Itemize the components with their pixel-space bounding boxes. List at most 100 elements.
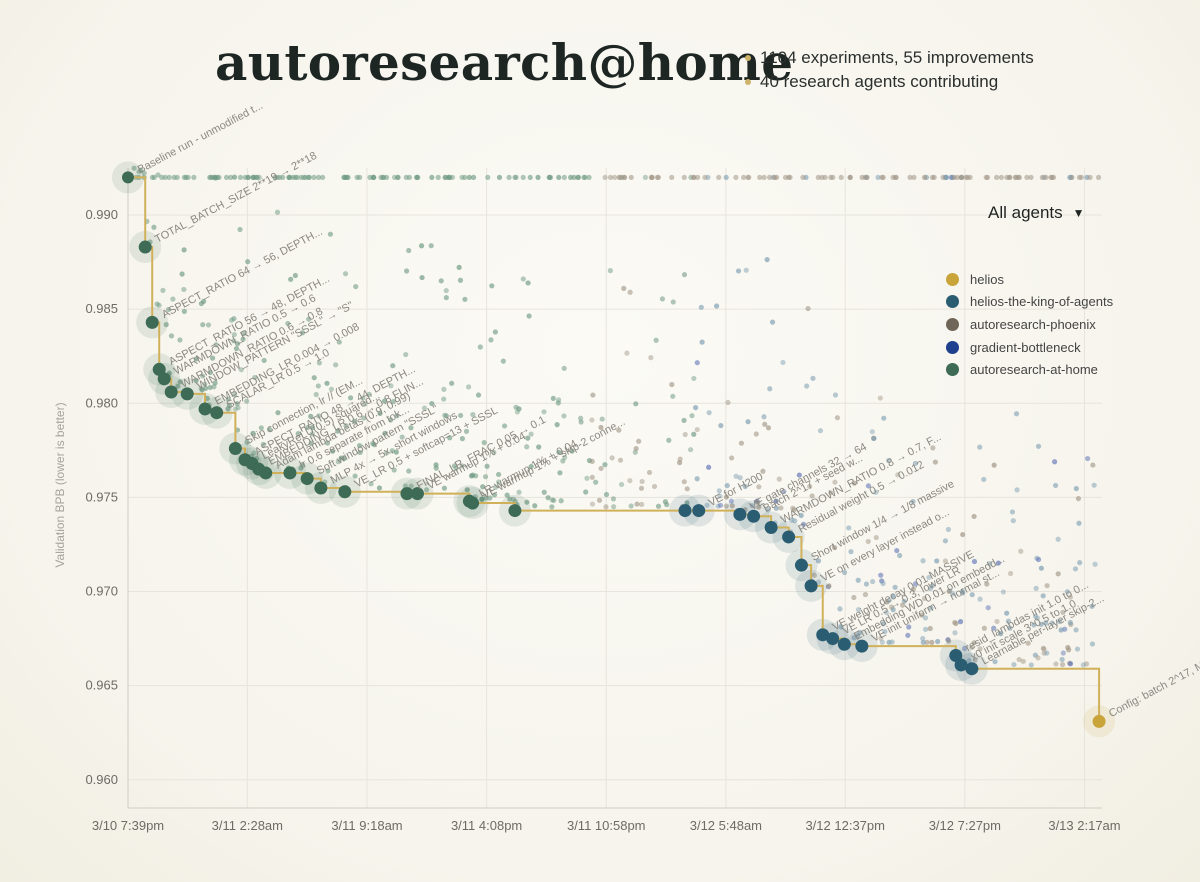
experiment-point <box>969 592 975 598</box>
experiment-point <box>205 322 212 328</box>
experiment-point <box>684 486 690 492</box>
experiment-point <box>655 174 662 181</box>
experiment-point <box>207 369 214 376</box>
experiment-point <box>136 169 142 175</box>
experiment-point <box>981 476 987 483</box>
experiment-point <box>390 399 396 405</box>
experiment-point <box>957 619 964 625</box>
experiment-point <box>299 462 306 468</box>
experiment-point <box>193 356 200 362</box>
improvement-point <box>164 385 178 399</box>
agent-filter-dropdown[interactable]: All agents ▼ <box>980 200 1093 226</box>
improvement-label: TOTAL_BATCH_SIZE 2**19 → 2**18 <box>153 150 319 246</box>
experiment-point <box>1018 548 1024 554</box>
legend: helios helios-the-king-of-agents autoresea… <box>946 268 1113 381</box>
experiment-point <box>851 635 857 641</box>
experiment-point <box>292 272 298 279</box>
experiment-point <box>1043 174 1049 181</box>
experiment-point <box>987 561 993 567</box>
experiment-point <box>382 398 388 404</box>
experiment-point <box>1038 621 1044 627</box>
experiment-point <box>694 426 700 433</box>
experiment-point <box>920 558 926 564</box>
stat-agents: 40 research agents contributing <box>745 70 1034 94</box>
legend-item-helios-the-king-of-agents[interactable]: helios-the-king-of-agents <box>946 291 1113 314</box>
experiment-point <box>838 624 844 630</box>
legend-item-helios[interactable]: helios <box>946 268 1113 291</box>
experiment-point <box>428 243 434 249</box>
experiment-point <box>897 552 903 559</box>
chart-axes: 0.960 0.965 0.970 0.975 0.980 0.985 0.990 3/10 … <box>85 168 1121 833</box>
experiment-point <box>677 460 683 466</box>
experiment-point <box>237 174 244 181</box>
experiment-point <box>694 360 700 366</box>
experiment-point <box>596 497 603 503</box>
experiment-point <box>959 174 965 181</box>
experiment-point <box>950 591 956 597</box>
improvement-point <box>210 406 224 420</box>
legend-label: autoresearch-phoenix <box>970 316 1096 332</box>
experiment-point <box>599 416 605 422</box>
experiment-point <box>520 174 526 181</box>
experiment-point <box>649 174 655 181</box>
legend-item-autoresearch-phoenix[interactable]: autoresearch-phoenix <box>946 313 1113 336</box>
experiment-point <box>756 484 762 490</box>
experiment-point <box>245 259 251 265</box>
experiment-point <box>1035 443 1042 449</box>
experiment-point <box>1080 662 1086 668</box>
experiment-point <box>406 468 412 474</box>
improvement-point <box>508 504 522 518</box>
experiment-point <box>728 498 734 504</box>
experiment-point <box>912 460 919 467</box>
experiment-point <box>910 498 916 505</box>
experiment-point <box>718 422 724 429</box>
experiment-point <box>693 405 699 411</box>
experiment-point <box>1025 640 1031 646</box>
chart-grid <box>127 168 1102 808</box>
experiment-point <box>1089 603 1095 609</box>
experiment-point <box>612 174 618 181</box>
experiment-point <box>356 443 363 449</box>
experiment-point <box>627 289 633 295</box>
experiment-point <box>618 481 625 488</box>
experiment-point <box>241 330 247 337</box>
legend-dot <box>946 317 959 331</box>
experiment-point <box>394 413 400 419</box>
experiment-point <box>351 418 358 424</box>
experiment-point <box>911 174 917 181</box>
experiment-point <box>659 296 666 302</box>
experiment-point <box>232 392 238 398</box>
experiment-point <box>1039 174 1045 181</box>
improvement-point <box>692 504 706 518</box>
experiment-point <box>804 383 810 389</box>
experiment-point <box>391 467 397 473</box>
improvement-point <box>826 632 840 646</box>
improvement-point <box>157 372 171 386</box>
experiment-point <box>873 489 879 495</box>
x-tick-label: 3/11 2:28am <box>212 818 283 833</box>
experiment-point <box>838 174 844 181</box>
chevron-down-icon: ▼ <box>1072 206 1085 220</box>
improvement-label: Config: batch 2^17, MA... <box>1107 652 1200 720</box>
experiment-point <box>583 489 589 495</box>
y-tick-label: 0.980 <box>85 395 118 410</box>
experiment-point <box>602 462 608 468</box>
experiment-point <box>892 174 899 181</box>
legend-item-autoresearch-at-home[interactable]: autoresearch-at-home <box>946 358 1113 381</box>
legend-item-gradient-bottleneck[interactable]: gradient-bottleneck <box>946 336 1113 359</box>
experiment-point <box>1059 656 1065 663</box>
experiment-point <box>983 174 989 181</box>
experiment-point <box>496 479 502 485</box>
experiment-point <box>208 174 214 181</box>
experiment-point <box>881 415 887 421</box>
experiment-point <box>244 398 250 404</box>
experiment-point <box>929 174 936 181</box>
experiment-point <box>589 458 595 464</box>
experiment-point <box>198 385 204 392</box>
experiment-point <box>482 474 489 480</box>
experiment-point <box>954 174 960 181</box>
experiment-point <box>213 342 219 348</box>
experiment-point <box>561 365 567 371</box>
experiment-point <box>166 306 172 313</box>
experiment-point <box>366 391 372 397</box>
